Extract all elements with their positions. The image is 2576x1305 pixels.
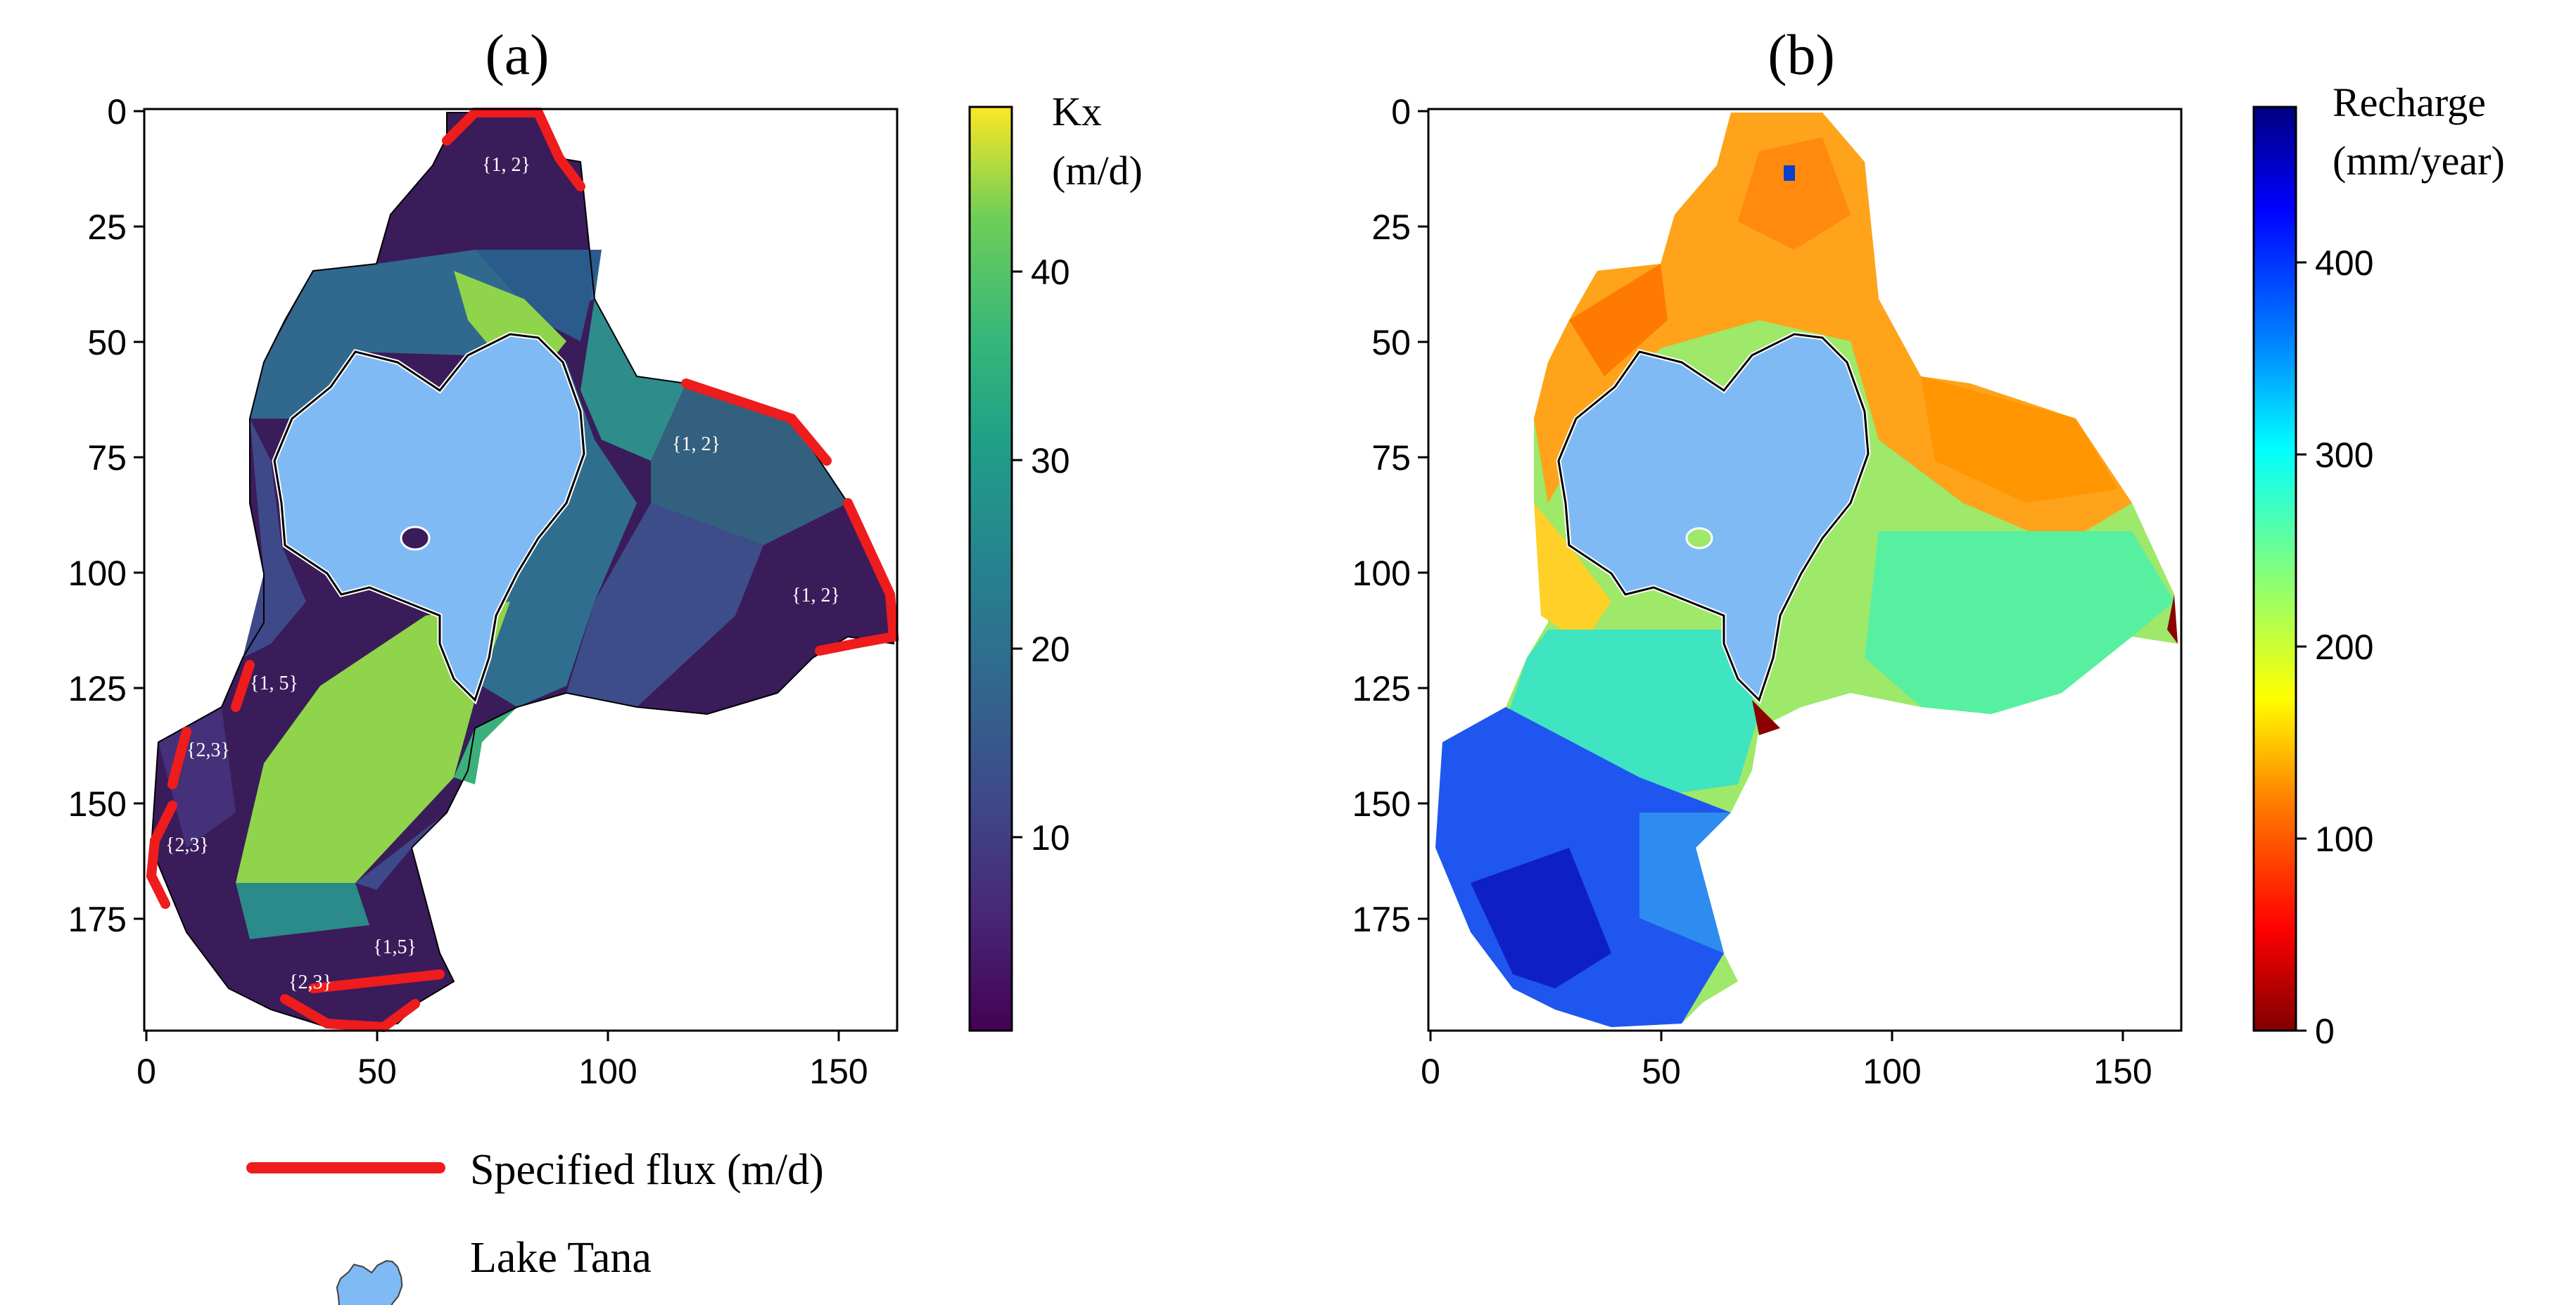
legend-flux-label: Specified flux (m/d) (470, 1146, 824, 1194)
b-xtick-0: 0 (1421, 1052, 1440, 1091)
panel-a-y-ticks: 0 25 50 75 100 125 150 175 (68, 92, 144, 939)
b-xtick-100: 100 (1863, 1052, 1921, 1091)
a-ytick-150: 150 (68, 784, 127, 824)
a-xtick-0: 0 (137, 1052, 156, 1091)
kx-colorbar: 10 20 30 40 Kx (m/d) (968, 89, 1143, 1032)
recharge-tick-100: 100 (2315, 820, 2373, 859)
b-ytick-0: 0 (1391, 92, 1411, 132)
panel-b-title: (b) (1768, 23, 1835, 87)
panel-a-x-ticks: 0 50 100 150 (137, 1031, 868, 1091)
recharge-tick-0: 0 (2315, 1012, 2335, 1051)
kx-colorbar-title-line1: Kx (1052, 89, 1102, 134)
panel-a-axes-frame (143, 108, 899, 1032)
recharge-tick-200: 200 (2315, 628, 2373, 667)
a-ytick-50: 50 (87, 323, 127, 362)
b-xtick-150: 150 (2093, 1052, 2152, 1091)
panel-a-map: {1, 2} {1, 2} {1, 2} {1, 5} {2,3} {2,3} … (146, 108, 899, 1033)
recharge-tick-300: 300 (2315, 435, 2373, 475)
recharge-tick-400: 400 (2315, 243, 2373, 283)
a-xtick-100: 100 (578, 1052, 637, 1091)
b-ytick-50: 50 (1371, 323, 1411, 362)
a-ytick-125: 125 (68, 669, 127, 708)
kx-tick-10: 10 (1031, 818, 1070, 858)
b-ytick-125: 125 (1352, 669, 1411, 708)
a-ytick-175: 175 (68, 900, 127, 939)
panel-a: (a) (68, 23, 1143, 1091)
b-ytick-25: 25 (1371, 208, 1411, 247)
panel-b-map (1435, 113, 2178, 1027)
flux-label-west-mid: {2,3} (186, 739, 230, 761)
b-ytick-175: 175 (1352, 900, 1411, 939)
panel-b-axes-frame (1427, 108, 2183, 1032)
flux-label-west-upper: {1, 5} (250, 673, 298, 694)
b-ytick-100: 100 (1352, 554, 1411, 593)
flux-label-south: {2,3} (288, 972, 332, 993)
b-ytick-75: 75 (1371, 438, 1411, 478)
kx-tick-20: 20 (1031, 630, 1070, 669)
specified-flux-boundaries (146, 108, 899, 1033)
kx-tick-30: 30 (1031, 441, 1070, 480)
a-ytick-75: 75 (87, 438, 127, 478)
a-ytick-0: 0 (107, 92, 127, 132)
legend: Specified flux (m/d) Lake Tana (246, 1146, 824, 1305)
b-ytick-150: 150 (1352, 784, 1411, 824)
flux-label-south-east: {1,5} (373, 936, 417, 958)
recharge-colorbar-title-line1: Recharge (2333, 79, 2486, 125)
panel-a-title: (a) (485, 23, 549, 87)
legend-lake-swatch (336, 1260, 403, 1305)
flux-label-north: {1, 2} (482, 154, 531, 176)
a-ytick-100: 100 (68, 554, 127, 593)
recharge-colorbar: 0 100 200 300 400 Recharge (mm/year) (2252, 79, 2505, 1051)
a-xtick-50: 50 (357, 1052, 397, 1091)
legend-lake-label: Lake Tana (470, 1234, 652, 1282)
recharge-colorbar-title-line2: (mm/year) (2333, 138, 2505, 184)
b-xtick-50: 50 (1642, 1052, 1681, 1091)
kx-colorbar-title-line2: (m/d) (1052, 148, 1143, 193)
recharge-zones (1435, 113, 2174, 1027)
flux-label-east-upper: {1, 2} (672, 433, 721, 455)
kx-tick-40: 40 (1031, 253, 1070, 292)
a-xtick-150: 150 (809, 1052, 868, 1091)
panel-b-x-ticks: 0 50 100 150 (1421, 1031, 2152, 1091)
panel-b-y-ticks: 0 25 50 75 100 125 150 175 (1352, 92, 1428, 939)
a-ytick-25: 25 (87, 208, 127, 247)
flux-label-west-lower: {2,3} (165, 834, 209, 856)
flux-label-east-lower: {1, 2} (792, 585, 840, 606)
panel-b: (b) (1352, 23, 2505, 1091)
